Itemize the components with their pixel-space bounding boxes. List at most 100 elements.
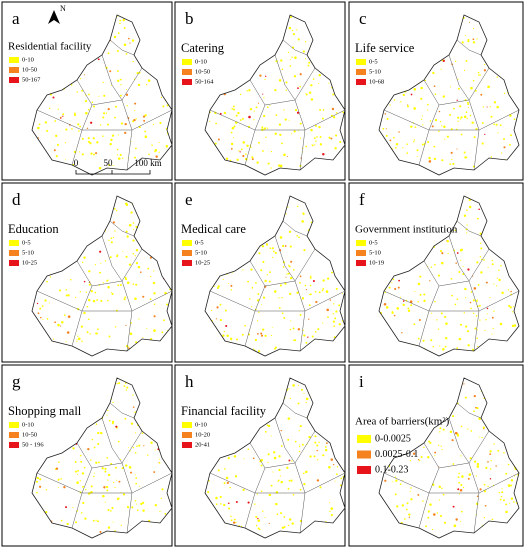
poi-dot [85, 111, 88, 115]
district-boundary [101, 54, 123, 101]
poi-dot [460, 259, 462, 261]
poi-dot [279, 133, 282, 137]
poi-dot [489, 468, 492, 470]
poi-dot [217, 138, 220, 141]
district-boundary [71, 79, 93, 166]
poi-dot [93, 472, 95, 474]
poi-dot [332, 93, 335, 96]
poi-dot [278, 468, 281, 472]
poi-dot [251, 158, 254, 161]
poi-dot [491, 259, 493, 262]
poi-dot [301, 297, 305, 300]
poi-dot [90, 485, 93, 488]
poi-dot [264, 516, 266, 518]
poi-dot [225, 324, 228, 328]
poi-dot [146, 327, 148, 329]
poi-dot [389, 139, 392, 142]
poi-dot [95, 423, 98, 425]
poi-dot [257, 332, 259, 335]
poi-dot [289, 59, 291, 61]
poi-dot [112, 236, 115, 238]
poi-dot [441, 261, 444, 265]
poi-dot [125, 324, 127, 327]
north-label: N [60, 4, 66, 13]
poi-dot [513, 501, 515, 503]
poi-dot [117, 440, 120, 443]
poi-dot [108, 239, 110, 241]
poi-dot [472, 299, 475, 302]
poi-dot [84, 100, 88, 103]
poi-dot [496, 76, 498, 78]
poi-dot [60, 519, 63, 522]
panel-letter: b [185, 9, 194, 28]
poi-dot [258, 252, 261, 255]
poi-dot [487, 85, 490, 89]
poi-dot [57, 487, 59, 489]
poi-dot [442, 95, 445, 98]
poi-dot [458, 337, 462, 341]
poi-dot [54, 120, 57, 122]
scale-label: 50 [104, 158, 114, 168]
poi-dot [93, 446, 96, 449]
poi-dot [77, 335, 79, 337]
poi-dot [407, 104, 409, 106]
district-boundary [109, 220, 135, 237]
panel-letter: a [12, 9, 20, 28]
poi-dot [474, 89, 477, 92]
poi-dot [457, 78, 459, 80]
poi-dot [335, 287, 338, 290]
poi-dot [327, 316, 329, 318]
poi-dot [465, 111, 468, 114]
poi-dot [480, 242, 482, 244]
poi-dot [113, 481, 115, 484]
poi-dot [260, 304, 262, 306]
poi-dot [132, 283, 135, 285]
poi-dot [417, 282, 421, 286]
poi-dot [112, 401, 114, 403]
poi-dot [97, 58, 100, 61]
poi-dot [402, 93, 405, 97]
poi-dot [310, 128, 313, 132]
poi-dot [389, 104, 391, 106]
poi-dot [80, 454, 82, 457]
panel-title: Financial facility [181, 404, 267, 418]
poi-dot [475, 315, 478, 317]
poi-dot [299, 425, 302, 428]
poi-dot [143, 119, 146, 122]
poi-dot [260, 332, 263, 335]
poi-dot [300, 388, 303, 391]
poi-dot [92, 137, 95, 140]
poi-dot [147, 454, 149, 456]
poi-dot [94, 264, 96, 266]
poi-dot [58, 478, 60, 480]
poi-dot [511, 324, 515, 328]
poi-dot [441, 159, 444, 162]
poi-dot [107, 286, 110, 289]
district-boundary [264, 99, 296, 106]
poi-dot [328, 136, 331, 139]
poi-dot [132, 406, 135, 408]
poi-dot [467, 38, 470, 41]
poi-dot [299, 137, 302, 139]
poi-dot [461, 41, 464, 44]
district-boundary [294, 430, 316, 534]
poi-dot [433, 157, 437, 161]
poi-dot [220, 503, 222, 505]
poi-dot [463, 69, 466, 71]
poi-dot [266, 424, 269, 426]
poi-dot [401, 504, 405, 507]
poi-dot [314, 290, 317, 293]
poi-dot [90, 290, 93, 293]
poi-dot [493, 443, 495, 445]
poi-dot [428, 440, 431, 443]
poi-dot [263, 114, 266, 118]
poi-dot [153, 303, 156, 306]
poi-dot [476, 502, 479, 506]
poi-dot [492, 327, 494, 329]
poi-dot [247, 448, 250, 451]
poi-dot [281, 296, 283, 299]
poi-dot [503, 92, 506, 95]
poi-dot [231, 108, 234, 110]
poi-dot [422, 339, 425, 342]
poi-dot [63, 314, 66, 317]
